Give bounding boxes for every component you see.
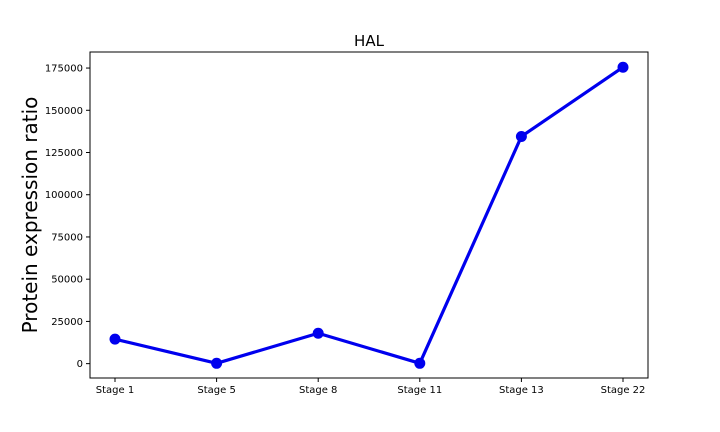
x-tick-label: Stage 11 — [397, 385, 442, 396]
y-tick-label: 0 — [77, 359, 83, 370]
data-point — [617, 61, 629, 73]
data-point — [414, 357, 426, 369]
data-point — [515, 130, 527, 142]
plot-area — [89, 51, 649, 379]
x-tick-label: Stage 1 — [96, 385, 134, 396]
x-tick-label: Stage 13 — [499, 385, 544, 396]
y-tick-label: 25000 — [51, 317, 83, 328]
y-tick-label: 75000 — [51, 232, 83, 243]
y-tick-label: 175000 — [45, 64, 83, 75]
x-tick-label: Stage 22 — [601, 385, 646, 396]
series-line — [113, 65, 625, 365]
y-tick-label: 50000 — [51, 275, 83, 286]
chart-title: HAL — [354, 32, 385, 50]
y-axis-label: Protein expression ratio — [18, 97, 42, 334]
y-tick-label: 100000 — [45, 190, 83, 201]
y-axis-ticks: 0 25000 50000 75000 100000 125000 150000 175000 — [45, 64, 90, 370]
x-tick-label: Stage 8 — [299, 385, 337, 396]
data-point — [211, 357, 223, 369]
series-layer — [109, 61, 629, 369]
y-tick-label: 150000 — [45, 106, 83, 117]
x-tick-label: Stage 5 — [197, 385, 235, 396]
plot-frame — [89, 51, 649, 379]
y-tick-label: 125000 — [45, 148, 83, 159]
x-axis-ticks: Stage 1 Stage 5 Stage 8 Stage 11 Stage 13 Sta… — [96, 378, 646, 396]
data-point — [312, 327, 324, 339]
data-point — [109, 333, 121, 345]
